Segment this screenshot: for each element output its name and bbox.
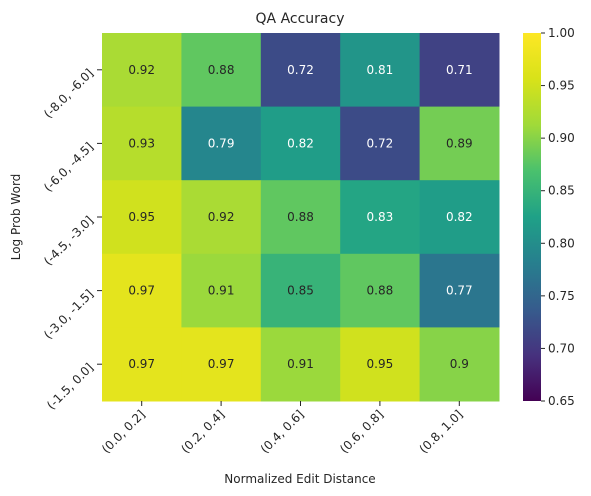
heatmap-cell xyxy=(340,253,421,328)
cell-value-label: 0.72 xyxy=(367,136,394,150)
heatmap-cell xyxy=(260,180,341,255)
heatmap-cell xyxy=(102,180,182,255)
colorbar-tick-label: 0.65 xyxy=(548,394,575,408)
heatmap-cell xyxy=(102,106,182,181)
x-tick-label: (0.4, 0.6] xyxy=(258,407,307,456)
cell-value-label: 0.93 xyxy=(128,136,155,150)
cell-value-label: 0.85 xyxy=(287,284,314,298)
heatmap-cell xyxy=(181,33,262,108)
cell-value-label: 0.92 xyxy=(208,210,235,224)
cell-value-label: 0.81 xyxy=(367,63,394,77)
cell-value-label: 0.92 xyxy=(128,63,155,77)
cell-value-label: 0.97 xyxy=(208,357,235,371)
cell-value-label: 0.91 xyxy=(287,357,314,371)
cell-value-label: 0.82 xyxy=(287,136,314,150)
cell-value-label: 0.71 xyxy=(446,63,473,77)
heatmap-cell xyxy=(181,253,262,328)
heatmap-cell xyxy=(102,327,182,402)
heatmap-cell xyxy=(260,106,341,181)
heatmap-cell xyxy=(260,33,341,108)
chart-title: QA Accuracy xyxy=(256,11,345,27)
heatmap-cell xyxy=(419,327,500,402)
cell-value-label: 0.77 xyxy=(446,284,473,298)
cell-value-label: 0.88 xyxy=(287,210,314,224)
heatmap-cell xyxy=(260,253,341,328)
heatmap-cell xyxy=(181,106,262,181)
cell-value-label: 0.83 xyxy=(367,210,394,224)
x-axis: (0.0, 0.2] (0.2, 0.4] (0.4, 0.6] (0.6, 0.8]… xyxy=(99,401,466,456)
colorbar-tick-label: 0.75 xyxy=(548,289,575,303)
x-tick-label: (0.0, 0.2] xyxy=(99,407,148,456)
colorbar-ticks: 0.65 0.70 0.75 0.80 0.85 0.90 0.95 1.00 xyxy=(541,26,575,408)
x-tick-label: (0.8, 1.0] xyxy=(417,407,466,456)
colorbar xyxy=(523,33,541,401)
heatmap-cell xyxy=(181,180,262,255)
heatmap-cell xyxy=(102,253,182,328)
heatmap-cell xyxy=(181,327,262,402)
cell-value-label: 0.72 xyxy=(287,63,314,77)
cell-value-label: 0.97 xyxy=(128,357,155,371)
x-tick-label: (0.6, 0.8] xyxy=(337,407,386,456)
cell-value-label: 0.79 xyxy=(208,136,235,150)
y-tick-label: (-4.5, -3.0] xyxy=(41,213,96,268)
y-tick-label: (-3.0, -1.5] xyxy=(41,287,96,342)
heatmap-cell xyxy=(340,180,421,255)
heatmap-cell xyxy=(340,106,421,181)
x-tick-label: (0.2, 0.4] xyxy=(178,407,227,456)
y-tick-label: (-8.0, -6.0] xyxy=(41,66,96,121)
heatmap-cell xyxy=(340,33,421,108)
cell-value-label: 0.88 xyxy=(208,63,235,77)
x-axis-label: Normalized Edit Distance xyxy=(224,472,375,486)
heatmap-cell xyxy=(102,33,182,108)
heatmap-cell xyxy=(419,33,500,108)
cell-value-label: 0.97 xyxy=(128,284,155,298)
cell-value-label: 0.9 xyxy=(450,357,469,371)
y-tick-label: (-1.5, 0.0] xyxy=(44,360,96,412)
cell-value-label: 0.82 xyxy=(446,210,473,224)
colorbar-tick-label: 0.90 xyxy=(548,131,575,145)
cell-value-label: 0.95 xyxy=(128,210,155,224)
y-axis: (-8.0, -6.0] (-6.0, -4.5] (-4.5, -3.0] (-3.… xyxy=(41,66,102,412)
heatmap-cell xyxy=(340,327,421,402)
cell-value-label: 0.89 xyxy=(446,136,473,150)
heatmap-cell xyxy=(419,180,500,255)
cell-value-label: 0.95 xyxy=(367,357,394,371)
cell-value-label: 0.88 xyxy=(367,284,394,298)
heatmap-cells: 0.92 0.88 0.72 0.81 0.71 0.93 0.79 0.82 0.72 0.89… xyxy=(102,33,500,402)
heatmap-cell xyxy=(419,106,500,181)
y-tick-label: (-6.0, -4.5] xyxy=(41,140,96,195)
cell-value-label: 0.91 xyxy=(208,284,235,298)
colorbar-tick-label: 0.80 xyxy=(548,236,575,250)
colorbar-tick-label: 0.70 xyxy=(548,341,575,355)
colorbar-tick-label: 0.95 xyxy=(548,79,575,93)
heatmap-cell xyxy=(419,253,500,328)
heatmap-cell xyxy=(260,327,341,402)
colorbar-tick-label: 1.00 xyxy=(548,26,575,40)
colorbar-tick-label: 0.85 xyxy=(548,184,575,198)
y-axis-label: Log Prob Word xyxy=(9,174,23,261)
